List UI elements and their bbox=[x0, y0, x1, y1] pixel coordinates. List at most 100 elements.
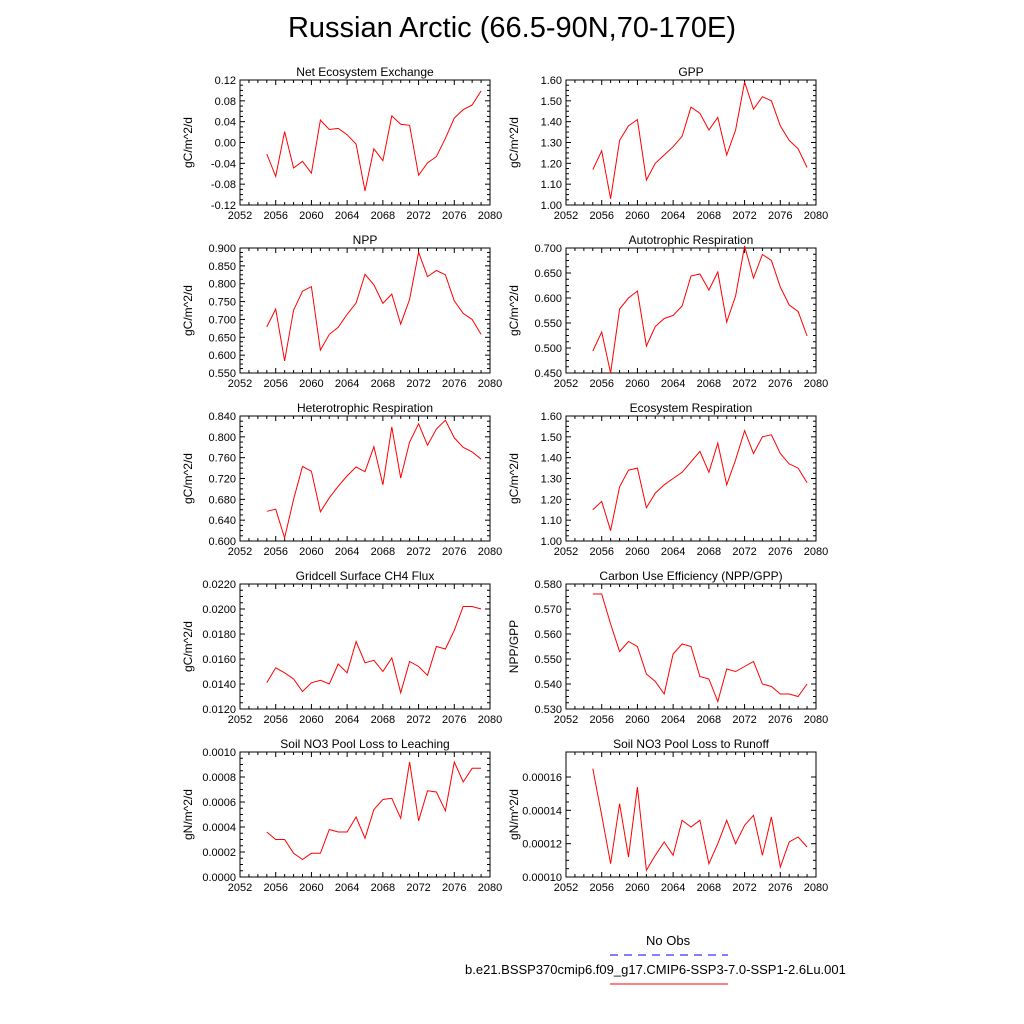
y-tick-label: 0.00012 bbox=[522, 839, 562, 851]
y-axis-label: gC/m^2/d bbox=[507, 285, 521, 336]
y-axis-label: gN/m^2/d bbox=[507, 789, 521, 840]
x-tick-label: 2060 bbox=[625, 378, 649, 390]
y-tick-label: 1.30 bbox=[541, 474, 562, 486]
chart-title: NPP bbox=[353, 233, 378, 247]
x-tick-label: 2068 bbox=[371, 378, 395, 390]
y-tick-label: 1.50 bbox=[541, 96, 562, 108]
y-axis-label: gC/m^2/d bbox=[181, 117, 195, 168]
x-tick-label: 2060 bbox=[299, 882, 323, 894]
y-tick-label: 0.650 bbox=[208, 332, 236, 344]
x-tick-label: 2052 bbox=[228, 714, 252, 726]
x-tick-label: 2068 bbox=[371, 546, 395, 558]
x-tick-label: 2056 bbox=[589, 378, 613, 390]
y-axis-label: gC/m^2/d bbox=[507, 117, 521, 168]
y-tick-label: 0.700 bbox=[534, 243, 562, 255]
y-tick-label: 0.650 bbox=[534, 268, 562, 280]
x-tick-label: 2052 bbox=[554, 882, 578, 894]
y-tick-label: 0.550 bbox=[534, 318, 562, 330]
y-tick-label: 0.0220 bbox=[202, 579, 236, 591]
series-line bbox=[592, 245, 808, 374]
x-tick-label: 2080 bbox=[804, 210, 828, 222]
x-tick-label: 2060 bbox=[299, 378, 323, 390]
x-tick-label: 2072 bbox=[732, 714, 756, 726]
x-tick-label: 2080 bbox=[804, 546, 828, 558]
x-tick-label: 2056 bbox=[589, 546, 613, 558]
x-tick-label: 2052 bbox=[554, 546, 578, 558]
x-tick-label: 2064 bbox=[661, 210, 685, 222]
x-tick-label: 2080 bbox=[478, 210, 502, 222]
chart-title: Gridcell Surface CH4 Flux bbox=[296, 569, 435, 583]
x-tick-label: 2076 bbox=[768, 378, 792, 390]
y-tick-label: 0.570 bbox=[534, 604, 562, 616]
x-tick-label: 2064 bbox=[335, 210, 359, 222]
y-tick-label: 1.60 bbox=[541, 75, 562, 87]
x-tick-label: 2080 bbox=[804, 714, 828, 726]
y-tick-label: 0.00 bbox=[215, 138, 236, 150]
y-tick-label: 0.0006 bbox=[202, 797, 236, 809]
y-axis-label: gC/m^2/d bbox=[181, 285, 195, 336]
x-tick-label: 2052 bbox=[228, 882, 252, 894]
x-tick-label: 2080 bbox=[804, 378, 828, 390]
y-tick-label: 0.00016 bbox=[522, 772, 562, 784]
chart-title: Carbon Use Efficiency (NPP/GPP) bbox=[599, 569, 782, 583]
y-tick-label: 0.540 bbox=[534, 679, 562, 691]
x-tick-label: 2076 bbox=[442, 210, 466, 222]
y-tick-label: 0.640 bbox=[208, 515, 236, 527]
series-line bbox=[592, 81, 808, 199]
x-tick-label: 2052 bbox=[554, 210, 578, 222]
x-tick-label: 2072 bbox=[732, 210, 756, 222]
chart-panel: Carbon Use Efficiency (NPP/GPP) NPP/GPP 20… bbox=[507, 569, 828, 726]
y-tick-label: 1.10 bbox=[541, 179, 562, 191]
x-tick-label: 2068 bbox=[371, 714, 395, 726]
x-tick-label: 2064 bbox=[335, 378, 359, 390]
x-tick-label: 2068 bbox=[371, 210, 395, 222]
x-tick-label: 2060 bbox=[299, 714, 323, 726]
y-axis-label: NPP/GPP bbox=[507, 620, 521, 673]
x-tick-label: 2068 bbox=[697, 210, 721, 222]
y-tick-label: -0.04 bbox=[211, 158, 236, 170]
x-tick-label: 2060 bbox=[625, 546, 649, 558]
y-tick-label: -0.08 bbox=[211, 179, 236, 191]
y-tick-label: 0.04 bbox=[215, 117, 236, 129]
x-tick-label: 2064 bbox=[661, 714, 685, 726]
y-tick-label: 0.760 bbox=[208, 453, 236, 465]
y-tick-label: 0.600 bbox=[208, 350, 236, 362]
y-tick-label: 1.40 bbox=[541, 117, 562, 129]
y-tick-label: 1.20 bbox=[541, 158, 562, 170]
y-tick-label: 0.08 bbox=[215, 96, 236, 108]
x-tick-label: 2080 bbox=[804, 882, 828, 894]
chart-panel: Gridcell Surface CH4 Flux gC/m^2/d 2052 205… bbox=[181, 569, 502, 726]
y-tick-label: 1.40 bbox=[541, 453, 562, 465]
y-tick-label: 0.800 bbox=[208, 279, 236, 291]
x-tick-label: 2068 bbox=[697, 378, 721, 390]
x-tick-label: 2072 bbox=[406, 714, 430, 726]
x-tick-label: 2056 bbox=[589, 210, 613, 222]
series-line bbox=[266, 606, 482, 695]
chart-panel: Heterotrophic Respiration gC/m^2/d 2052 205… bbox=[181, 401, 502, 558]
x-tick-label: 2064 bbox=[661, 882, 685, 894]
chart-panel: Soil NO3 Pool Loss to Runoff gN/m^2/d 2052… bbox=[507, 737, 828, 894]
x-tick-label: 2056 bbox=[589, 714, 613, 726]
y-tick-label: 0.560 bbox=[534, 629, 562, 641]
x-tick-label: 2072 bbox=[406, 378, 430, 390]
x-tick-label: 2060 bbox=[625, 714, 649, 726]
x-tick-label: 2052 bbox=[554, 714, 578, 726]
x-tick-label: 2072 bbox=[406, 882, 430, 894]
x-tick-label: 2080 bbox=[478, 546, 502, 558]
series-line bbox=[592, 768, 808, 872]
x-tick-label: 2052 bbox=[228, 378, 252, 390]
x-tick-label: 2052 bbox=[554, 378, 578, 390]
chart-panel: Autotrophic Respiration gC/m^2/d 2052 2056 2… bbox=[507, 233, 828, 390]
x-tick-label: 2060 bbox=[299, 210, 323, 222]
y-tick-label: 0.0002 bbox=[202, 847, 236, 859]
y-tick-label: 0.550 bbox=[534, 654, 562, 666]
chart-panel: Ecosystem Respiration gC/m^2/d 2052 2056 206… bbox=[507, 401, 828, 558]
chart-panel: GPP gC/m^2/d 2052 2056 2060 2064 2068 2072 2076 2… bbox=[507, 65, 828, 222]
y-tick-label: 0.750 bbox=[208, 297, 236, 309]
y-axis-label: gN/m^2/d bbox=[181, 789, 195, 840]
x-tick-label: 2076 bbox=[442, 546, 466, 558]
x-tick-label: 2076 bbox=[768, 210, 792, 222]
y-tick-label: 0.0120 bbox=[202, 704, 236, 716]
y-axis-label: gC/m^2/d bbox=[181, 621, 195, 672]
y-tick-label: 0.0010 bbox=[202, 747, 236, 759]
